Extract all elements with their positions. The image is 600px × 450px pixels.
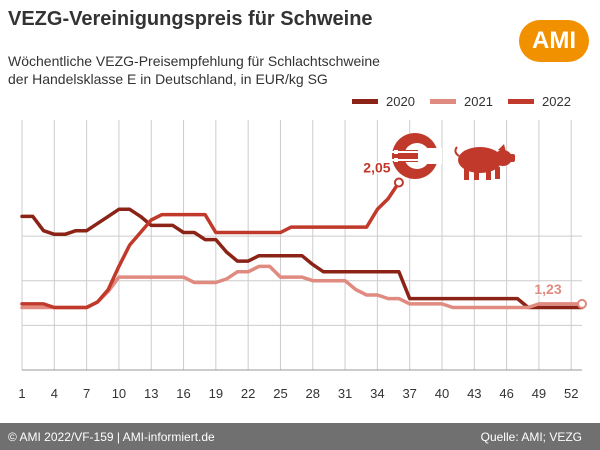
legend-item-2021: 2021 bbox=[430, 91, 493, 111]
x-tick-label: 28 bbox=[306, 386, 320, 401]
x-tick-label: 7 bbox=[83, 386, 90, 401]
footer-bar: © AMI 2022/VF-159 | AMI-informiert.de Qu… bbox=[0, 423, 600, 450]
legend-label-2020: 2020 bbox=[386, 93, 415, 109]
x-tick-label: 13 bbox=[144, 386, 158, 401]
series-line-2021 bbox=[20, 264, 584, 310]
line-chart: 1 4 7 10 13 16 19 22 25 28 31 34 37 40 43 46 49 52 2,05 1,… bbox=[18, 120, 587, 401]
x-tick-label: 43 bbox=[467, 386, 481, 401]
x-tick-label: 40 bbox=[435, 386, 449, 401]
footer-copyright: © AMI 2022/VF-159 | AMI-informiert.de bbox=[8, 430, 215, 444]
x-tick-label: 4 bbox=[51, 386, 58, 401]
legend-swatch-2020 bbox=[352, 98, 378, 104]
x-tick-label: 19 bbox=[209, 386, 223, 401]
legend-item-2022: 2022 bbox=[508, 91, 571, 111]
x-tick-label: 31 bbox=[338, 386, 352, 401]
end-value-label-2022: 2,05 bbox=[363, 160, 390, 176]
page-title: VEZG-Vereinigungspreis für Schweine bbox=[8, 8, 373, 30]
x-axis-ticks: 1 4 7 10 13 16 19 22 25 28 31 34 37 40 43 46 49 52 bbox=[18, 386, 578, 401]
x-tick-label: 46 bbox=[499, 386, 513, 401]
x-tick-label: 10 bbox=[112, 386, 126, 401]
ami-logo: AMI bbox=[519, 20, 589, 62]
end-marker-2021 bbox=[577, 298, 587, 309]
x-tick-label: 49 bbox=[532, 386, 546, 401]
legend-item-2020: 2020 bbox=[352, 91, 415, 111]
x-tick-label: 34 bbox=[370, 386, 384, 401]
legend-label-2021: 2021 bbox=[464, 93, 493, 109]
x-tick-label: 16 bbox=[176, 386, 190, 401]
end-marker-2022 bbox=[393, 177, 404, 188]
series-line-2022 bbox=[20, 180, 401, 310]
x-tick-label: 52 bbox=[564, 386, 578, 401]
x-tick-label: 37 bbox=[402, 386, 416, 401]
series-line-2020 bbox=[20, 207, 584, 310]
x-tick-label: 1 bbox=[18, 386, 25, 401]
legend-swatch-2021 bbox=[430, 98, 456, 104]
euro-icon bbox=[392, 133, 442, 179]
legend-swatch-2022 bbox=[508, 98, 534, 104]
end-value-label-2021: 1,23 bbox=[534, 281, 561, 297]
chart-annotations: 2,05 1,23 bbox=[362, 158, 587, 309]
pig-icon bbox=[454, 144, 515, 180]
subtitle-line-1: Wöchentliche VEZG-Preisempfehlung für Sc… bbox=[8, 53, 380, 69]
x-tick-label: 25 bbox=[273, 386, 287, 401]
chart-series bbox=[20, 180, 584, 310]
footer-source: Quelle: AMI; VEZG bbox=[480, 430, 582, 444]
subtitle-line-2: der Handelsklasse E in Deutschland, in E… bbox=[8, 71, 328, 87]
x-tick-label: 22 bbox=[241, 386, 255, 401]
legend-label-2022: 2022 bbox=[542, 93, 571, 109]
